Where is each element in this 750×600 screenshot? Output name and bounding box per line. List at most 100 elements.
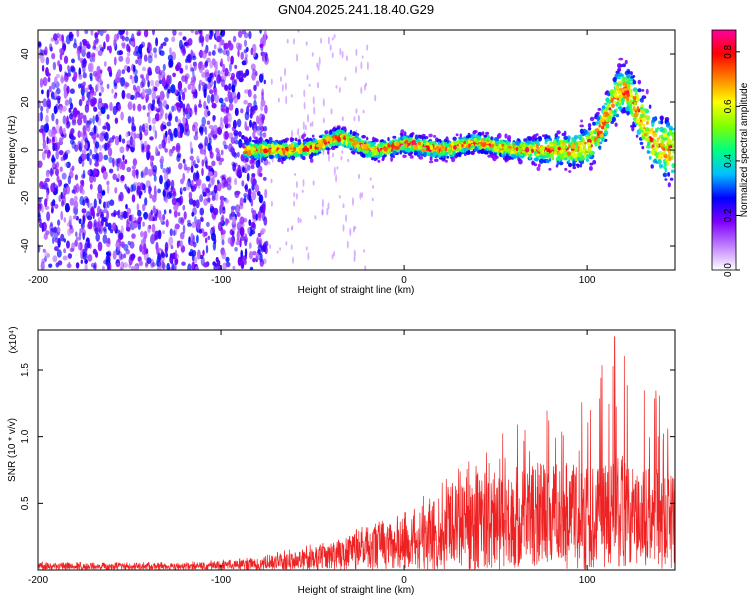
noise-cell [38,160,43,168]
faint-cell [327,36,330,45]
noise-cell [160,123,165,132]
signal-cell [417,141,422,146]
signal-cell [463,140,466,145]
noise-cell [174,249,178,260]
signal-cell [629,88,633,94]
signal-cell [300,154,303,159]
spectrogram-cells [38,30,675,270]
noise-cell [221,250,227,260]
noise-cell [80,138,84,148]
noise-cell [253,93,257,100]
noise-cell [69,224,73,230]
snr-x-tick-label: -200 [28,575,48,586]
signal-cell [351,142,357,146]
signal-cell [530,148,534,153]
signal-cell [603,130,609,135]
signal-cell [587,127,592,131]
noise-cell [97,184,103,194]
noise-cell [252,130,256,139]
noise-cell [133,182,138,186]
faint-cell [374,94,377,102]
noise-cell [203,262,209,268]
signal-cell [336,129,342,135]
faint-cell [311,52,314,57]
noise-cell [239,238,242,248]
noise-cell [159,174,163,185]
signal-cell [664,146,669,150]
signal-cell [470,150,475,155]
signal-cell [373,149,377,153]
noise-cell [211,72,215,80]
signal-cell [389,153,394,158]
noise-cell [151,233,155,241]
signal-cell [484,150,489,155]
noise-cell [164,112,168,120]
signal-cell [464,146,469,152]
noise-cell [72,42,78,49]
noise-cell [165,252,169,258]
faint-cell [321,198,324,208]
noise-cell [224,84,229,91]
noise-cell [163,171,169,182]
noise-cell [45,170,50,178]
noise-cell [38,214,42,221]
faint-cell [306,74,309,81]
noise-cell [146,143,150,153]
noise-cell [222,262,227,270]
noise-cell [53,184,58,190]
signal-cell [553,138,557,144]
signal-cell [622,81,627,87]
noise-cell [132,139,136,149]
signal-cell [372,146,376,150]
signal-cell [548,153,551,159]
noise-cell [196,170,199,179]
faint-cell [281,84,284,92]
faint-cell [352,197,354,206]
faint-cell [355,48,358,57]
noise-cell [148,185,152,195]
signal-cell [446,155,450,159]
signal-cell [588,147,593,151]
noise-cell [39,222,44,229]
faint-cell [299,218,302,224]
noise-cell [90,30,94,36]
signal-cell [404,139,409,143]
signal-cell [251,139,256,143]
noise-cell [218,77,222,82]
signal-cell [374,138,379,143]
noise-cell [231,84,235,93]
noise-cell [41,89,44,95]
noise-cell [152,214,157,222]
signal-cell [605,123,609,128]
noise-cell [191,249,197,257]
noise-cell [198,126,204,132]
faint-cell [269,244,272,250]
noise-cell [133,64,136,73]
noise-cell [84,142,88,150]
noise-cell [244,185,248,190]
signal-cell [618,57,624,61]
signal-cell [261,144,266,150]
noise-cell [131,76,135,84]
noise-cell [162,190,166,197]
noise-cell [52,255,58,263]
noise-cell [248,219,252,227]
snr-y-tick-label: 0.5 [20,496,31,510]
noise-cell [198,35,202,44]
signal-cell [581,150,586,153]
noise-cell [68,97,73,106]
noise-cell [142,66,146,72]
signal-cell [589,116,595,122]
noise-cell [65,185,71,195]
signal-cell [392,150,397,155]
noise-cell [106,210,109,220]
noise-cell [264,104,268,114]
noise-cell [148,124,152,131]
noise-cell [237,151,240,158]
noise-cell [181,261,186,266]
noise-cell [86,51,91,59]
noise-cell [173,204,178,211]
signal-cell [451,157,456,163]
noise-cell [204,83,208,92]
noise-cell [67,228,72,237]
